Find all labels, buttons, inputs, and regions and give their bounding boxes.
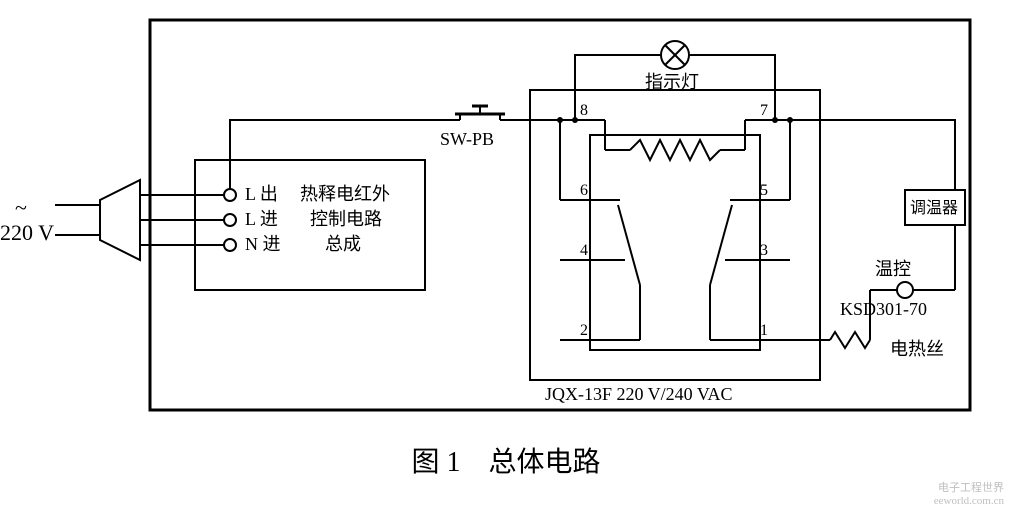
- sw-pb-label: SW-PB: [440, 129, 494, 149]
- pir-terminal-label-lin: L 进: [245, 209, 278, 229]
- thermostat-label: 调温器: [910, 199, 958, 217]
- indicator-lamp-icon: [661, 41, 689, 69]
- ac-plug-icon: [55, 180, 140, 260]
- ac-voltage-label: 220 V: [0, 220, 54, 245]
- relay-pin4-label: 4: [580, 242, 588, 259]
- pir-title-1: 热释电红外: [300, 184, 390, 204]
- pir-title-2: 控制电路: [310, 209, 382, 229]
- heater-label: 电热丝: [890, 339, 944, 359]
- junction-node-3: [787, 117, 793, 123]
- relay-pin8-label: 8: [580, 102, 588, 119]
- pir-terminal-label-lout: L 出: [245, 184, 278, 204]
- thermal-switch-label-bottom: KSD301-70: [840, 299, 927, 319]
- relay-inner-box: [590, 135, 760, 350]
- pir-terminal-nin: [224, 239, 236, 251]
- wire-lout-top: [230, 120, 445, 189]
- relay-pin2-label: 2: [580, 322, 588, 339]
- wire-7-to-thermostat: [775, 120, 955, 190]
- relay-part-label: JQX-13F 220 V/240 VAC: [545, 384, 733, 404]
- pir-terminal-label-nin: N 进: [245, 234, 281, 254]
- indicator-label: 指示灯: [645, 72, 699, 92]
- pir-title-3: 总成: [325, 234, 361, 254]
- junction-node-1: [557, 117, 563, 123]
- heater-left-part: [830, 332, 870, 348]
- relay-pin6-label: 6: [580, 182, 588, 199]
- relay-pin5-label: 5: [760, 182, 768, 199]
- junction-node-2: [772, 117, 778, 123]
- relay-pin7-label: 7: [760, 102, 768, 119]
- junction-node-1b: [572, 117, 578, 123]
- relay-coil-icon: [630, 140, 720, 160]
- pir-terminal-lin: [224, 214, 236, 226]
- ac-symbol: ~: [15, 195, 27, 220]
- watermark-line2: eeworld.com.cn: [934, 495, 1004, 507]
- relay-right-arm: [710, 205, 732, 285]
- watermark: 电子工程世界 eeworld.com.cn: [934, 479, 1004, 507]
- watermark-line1: 电子工程世界: [934, 479, 1004, 495]
- hidden: [236, 245, 560, 340]
- pushbutton-icon: [445, 106, 515, 120]
- relay-left-arm: [618, 205, 640, 285]
- pir-terminal-lout: [224, 189, 236, 201]
- thermal-switch-label-top: 温控: [875, 259, 911, 279]
- thermal-switch-icon: [897, 282, 913, 298]
- relay-pin3-label: 3: [760, 242, 768, 259]
- relay-pin1-label: 1: [760, 322, 768, 339]
- figure-caption: 图 1 总体电路: [0, 440, 1012, 480]
- relay-outer-box: [530, 90, 820, 380]
